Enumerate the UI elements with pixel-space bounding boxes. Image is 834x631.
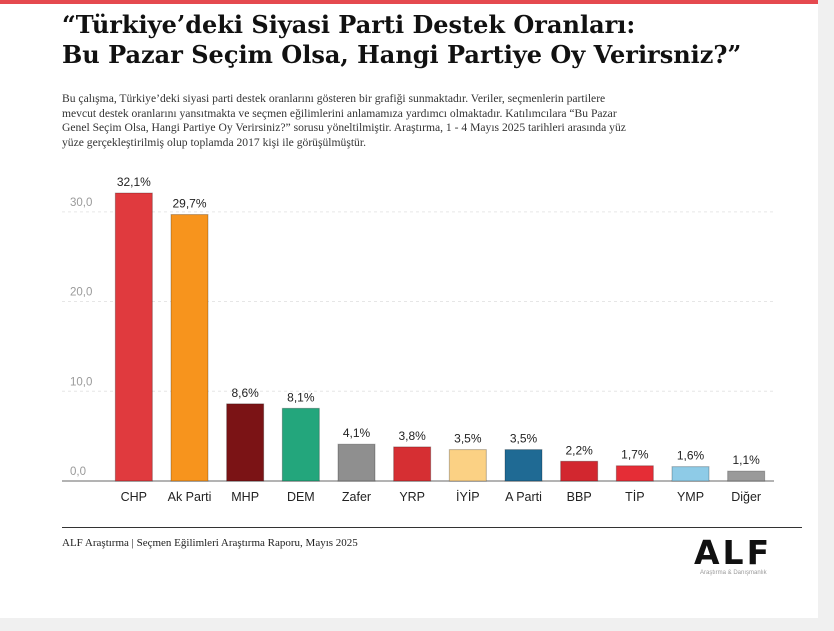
bar-a-parti [504,449,543,482]
data-label: 4,1% [343,426,371,440]
data-label: 3,8% [398,429,426,443]
description-line-4: yüze gerçekleştirilmiş olup toplamda 201… [62,135,366,149]
bar-bbp [560,460,599,482]
data-label: 29,7% [172,197,206,211]
x-tick-label: İYİP [456,490,480,504]
page-title: “Türkiye’deki Siyasi Parti Destek Oranla… [62,10,802,70]
footer-divider [62,527,802,528]
logo-subtext: Araştırma & Danışmanlık [700,570,767,576]
bar-diğer [727,470,766,482]
title-line-1: “Türkiye’deki Siyasi Parti Destek Oranla… [62,10,636,39]
title-line-2: Bu Pazar Seçim Olsa, Hangi Partiye Oy Ve… [62,40,742,69]
x-tick-label: Diğer [731,490,761,504]
x-tick-label: Zafer [342,490,371,504]
bar-i̇yi̇p [448,449,487,482]
scrollbar-track[interactable] [818,0,834,631]
bottom-edge [0,618,834,631]
data-label: 3,5% [454,432,482,446]
data-label: 1,7% [621,448,649,462]
bar-dem [281,407,320,482]
description-line-1: Bu çalışma, Türkiye’deki siyasi parti de… [62,92,606,105]
y-tick-label: 30,0 [70,197,92,209]
data-label: 2,2% [565,443,593,457]
x-tick-label: Ak Parti [168,490,212,504]
y-tick-label: 20,0 [70,287,92,299]
data-label: 8,1% [287,390,315,404]
x-tick-label: CHP [121,490,147,504]
x-tick-label: YMP [677,490,704,504]
bar-yrp [393,446,432,482]
data-label: 32,1% [117,175,151,189]
x-tick-label: DEM [287,490,315,504]
bar-chp [114,192,153,482]
data-label: 1,6% [677,449,705,463]
bar-ymp [671,466,710,482]
y-tick-label: 10,0 [70,376,92,388]
source-text: ALF Araştırma | Seçmen Eğilimleri Araştı… [62,537,358,549]
top-accent-bar [0,0,834,4]
description: Bu çalışma, Türkiye’deki siyasi parti de… [62,92,782,150]
x-tick-label: TİP [625,490,644,504]
description-line-2: mevcut destek oranlarını yansıtmakta ve … [62,106,617,120]
bar-mhp [226,403,265,482]
bar-chart: 0,0 10,0 20,0 30,0 32,1% CHP 29,7% Ak Parti 8,6%… [62,175,774,504]
bar-ti̇p [615,465,654,482]
data-label: 3,5% [510,432,538,446]
description-line-3: Genel Seçim Olsa, Hangi Partiye Oy Verir… [62,121,626,135]
y-tick-label: 0,0 [70,466,86,478]
x-tick-label: A Parti [505,490,542,504]
x-tick-label: BBP [567,490,592,504]
data-label: 8,6% [231,386,259,400]
x-tick-label: YRP [399,490,425,504]
x-tick-label: MHP [231,490,259,504]
logo-wordmark: ALF [694,533,773,572]
bar-zafer [337,443,376,482]
alf-logo: ALF Araştırma & Danışmanlık [694,536,804,580]
data-label: 1,1% [732,453,760,467]
bar-ak-parti [170,214,209,482]
